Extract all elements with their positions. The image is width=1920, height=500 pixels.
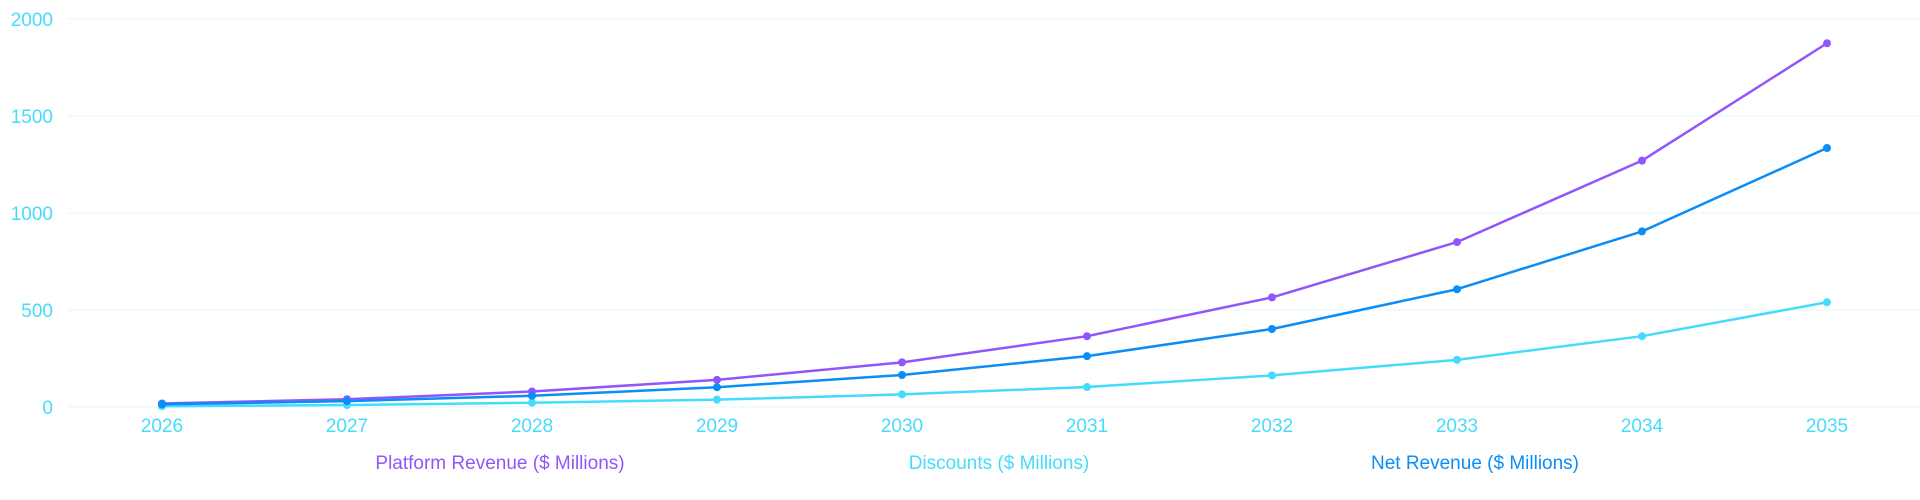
data-point[interactable] xyxy=(1083,352,1091,361)
y-tick-label: 500 xyxy=(21,301,53,322)
x-tick-label: 2029 xyxy=(696,416,738,437)
x-tick-label: 2032 xyxy=(1251,416,1293,437)
x-tick-label: 2033 xyxy=(1436,416,1478,437)
data-point[interactable] xyxy=(713,375,721,384)
x-tick-label: 2034 xyxy=(1621,416,1664,437)
gridlines xyxy=(68,18,1920,408)
y-axis-ticks: 0 500 1000 1500 2000 xyxy=(11,10,53,419)
x-tick-label: 2030 xyxy=(881,416,923,437)
data-point[interactable] xyxy=(1823,39,1831,48)
y-tick-label: 1500 xyxy=(11,107,53,128)
data-point[interactable] xyxy=(1268,325,1276,334)
x-tick-label: 2035 xyxy=(1806,416,1848,437)
data-point[interactable] xyxy=(713,395,721,404)
data-point[interactable] xyxy=(898,390,906,399)
data-point[interactable] xyxy=(1638,332,1646,341)
series-line xyxy=(161,301,1828,408)
series-line xyxy=(161,42,1828,405)
series-1 xyxy=(158,298,1831,411)
data-point[interactable] xyxy=(1083,383,1091,392)
data-point[interactable] xyxy=(713,383,721,392)
data-point[interactable] xyxy=(1638,156,1646,165)
data-point[interactable] xyxy=(1083,332,1091,341)
x-tick-label: 2028 xyxy=(511,416,553,437)
data-point[interactable] xyxy=(1453,285,1461,294)
data-point[interactable] xyxy=(528,398,536,407)
series-2 xyxy=(158,144,1831,409)
data-point[interactable] xyxy=(1268,293,1276,302)
data-point[interactable] xyxy=(1823,144,1831,153)
data-point[interactable] xyxy=(158,400,166,409)
data-point[interactable] xyxy=(898,370,906,379)
x-tick-label: 2031 xyxy=(1066,416,1108,437)
legend: Platform Revenue ($ Millions) Discounts (… xyxy=(375,453,1579,474)
legend-item[interactable]: Net Revenue ($ Millions) xyxy=(1371,453,1579,474)
data-point[interactable] xyxy=(898,358,906,367)
series-line xyxy=(161,146,1828,406)
y-tick-label: 2000 xyxy=(11,10,53,31)
data-point[interactable] xyxy=(1823,298,1831,307)
x-tick-label: 2026 xyxy=(141,416,183,437)
data-point[interactable] xyxy=(343,397,351,406)
data-point[interactable] xyxy=(528,391,536,400)
data-point[interactable] xyxy=(1453,238,1461,247)
y-tick-label: 0 xyxy=(42,398,53,419)
series-lines xyxy=(158,39,1831,411)
legend-item[interactable]: Discounts ($ Millions) xyxy=(909,453,1090,474)
x-tick-label: 2027 xyxy=(326,416,368,437)
data-point[interactable] xyxy=(1453,355,1461,364)
series-0 xyxy=(158,39,1831,408)
x-axis-ticks: 2026 2027 2028 2029 2030 2031 2032 2033 2034 2035 xyxy=(141,416,1848,437)
legend-item[interactable]: Platform Revenue ($ Millions) xyxy=(375,453,624,474)
data-point[interactable] xyxy=(1268,371,1276,380)
data-point[interactable] xyxy=(1638,227,1646,236)
y-tick-label: 1000 xyxy=(11,204,53,225)
